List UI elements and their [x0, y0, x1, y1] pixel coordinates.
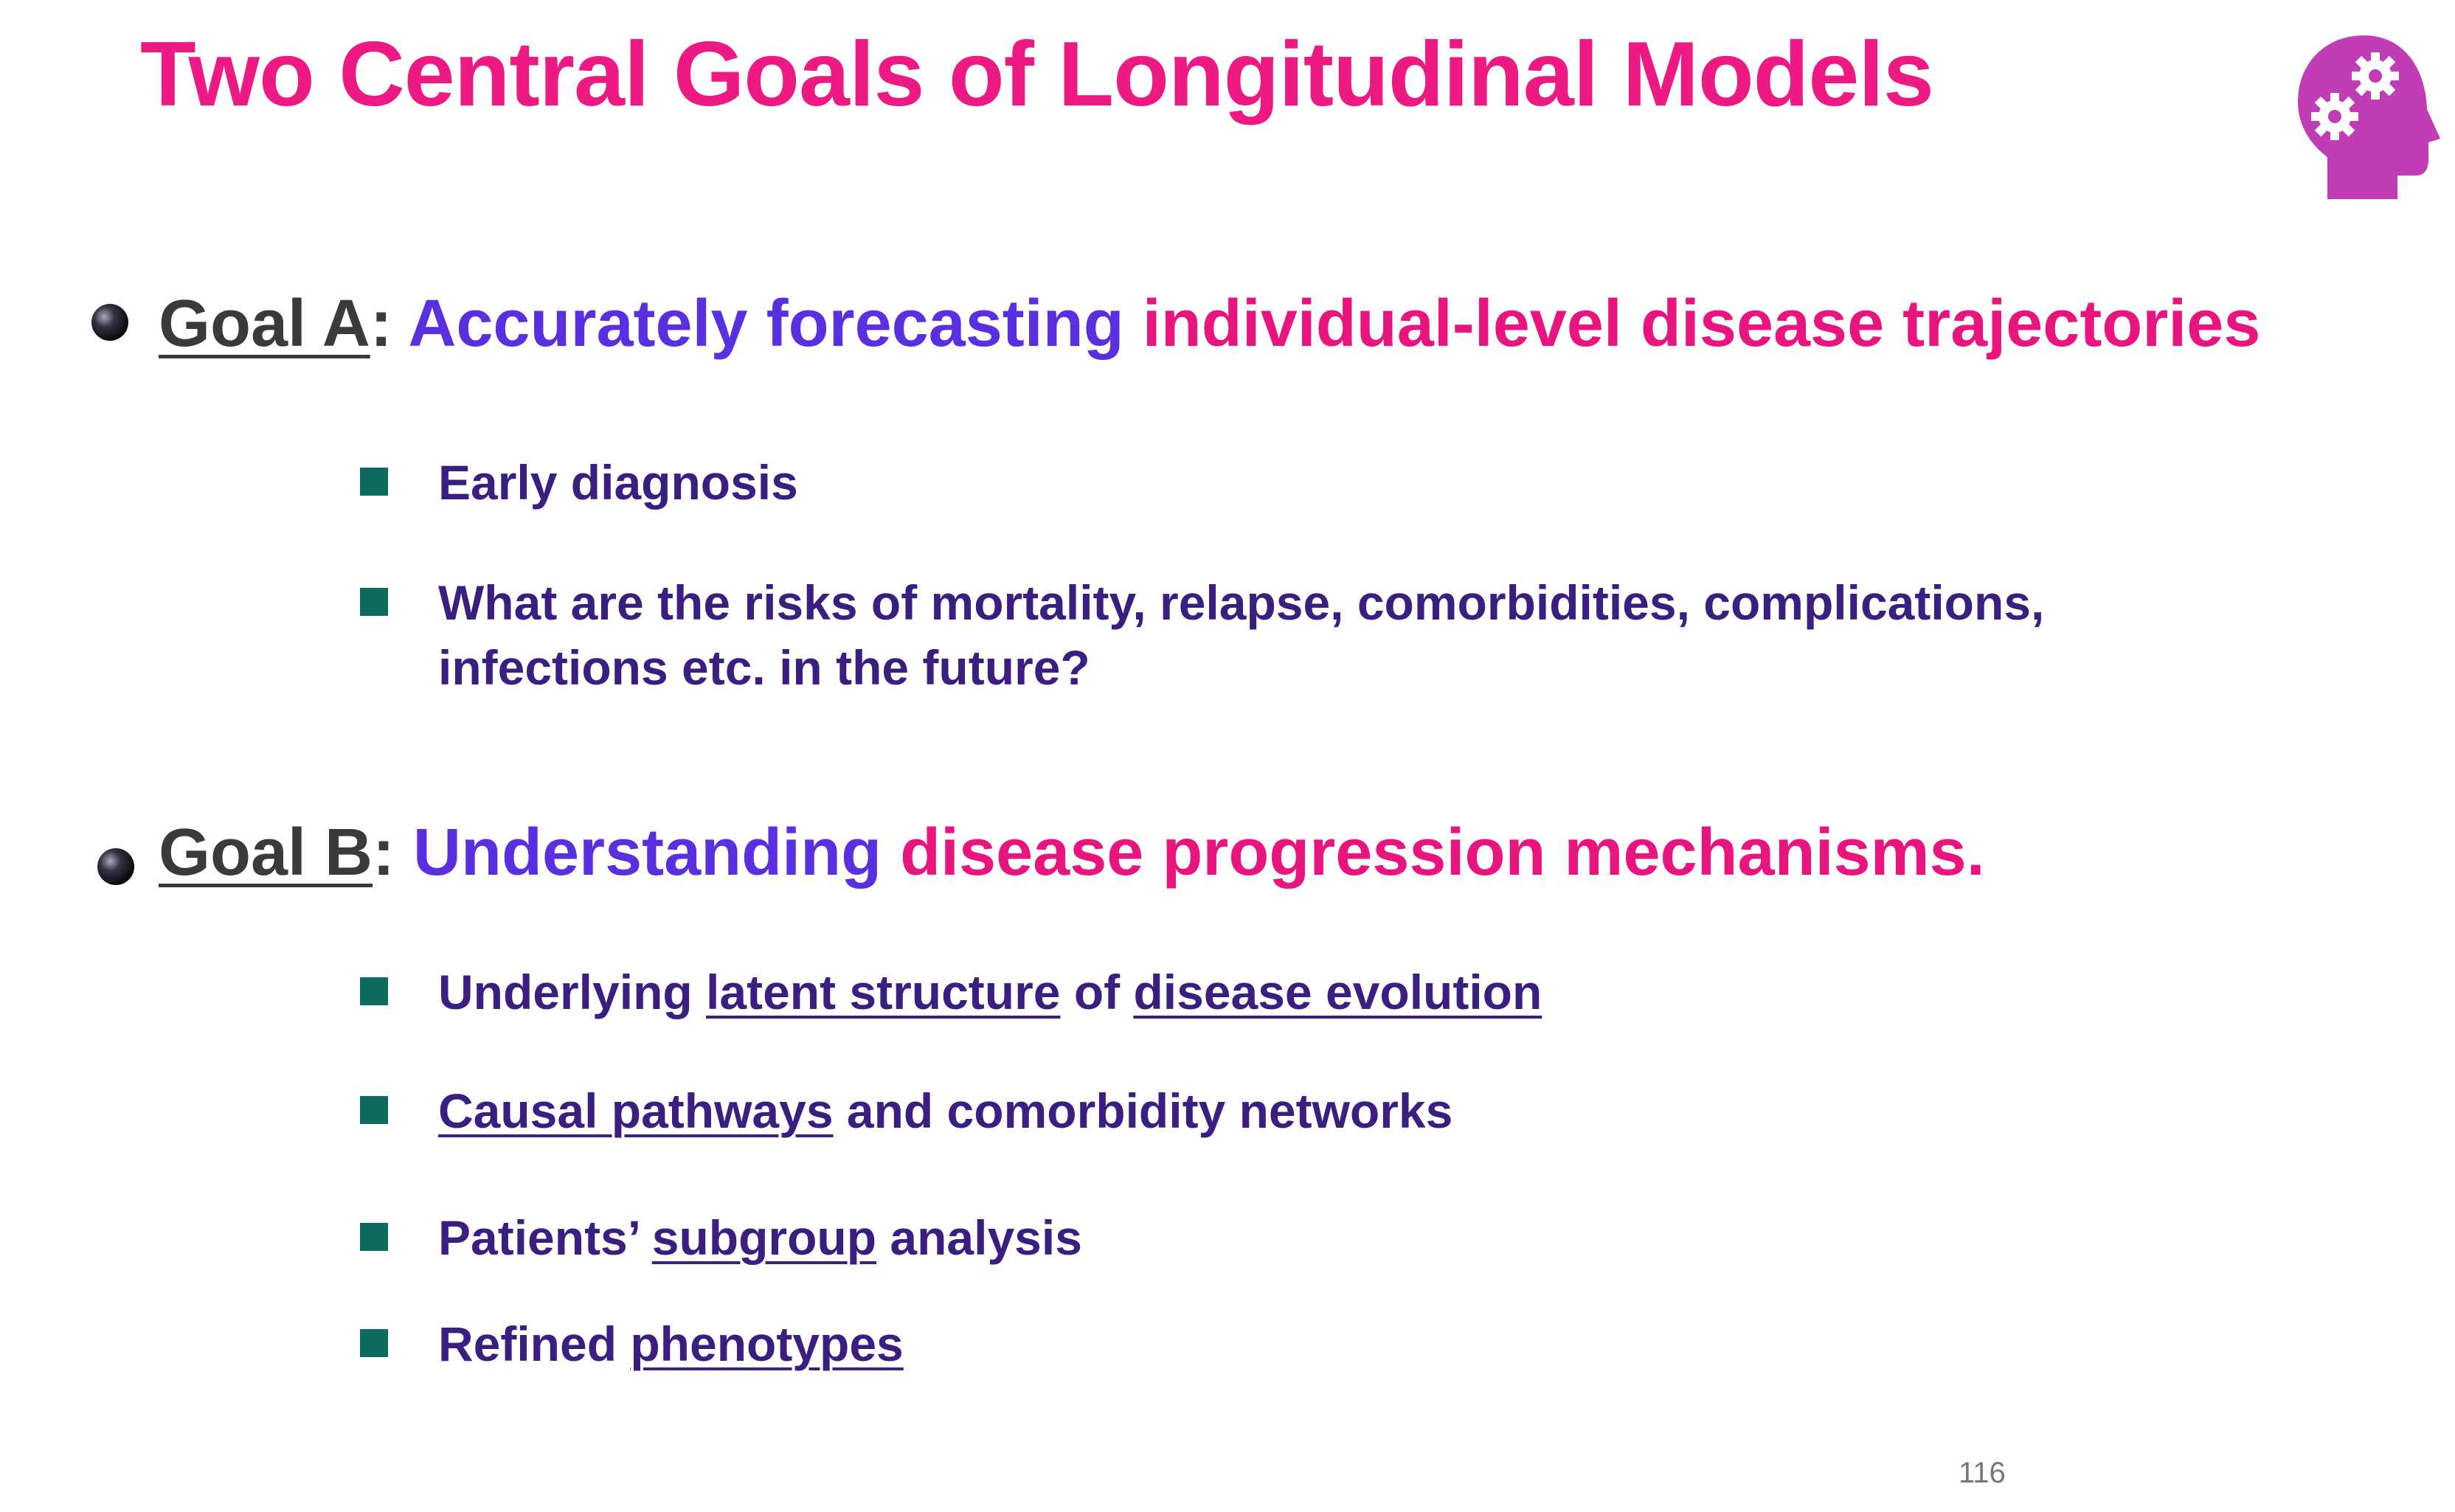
- underlined-term: subgroup: [651, 1210, 877, 1265]
- underlined-term: Causal pathways: [438, 1083, 834, 1138]
- underlined-term: phenotypes: [630, 1317, 904, 1371]
- goal-focus: individual-level disease trajectories: [1142, 287, 2261, 361]
- underlined-term: latent structure: [706, 965, 1061, 1019]
- goal-heading: Goal B: Understanding disease progressio…: [159, 815, 1985, 891]
- bullet-square: [360, 1096, 388, 1124]
- bullet-square: [360, 588, 388, 616]
- page-number: 116: [1959, 1457, 2006, 1489]
- slide-title: Two Central Goals of Longitudinal Models: [140, 24, 1934, 125]
- underlined-term: disease evolution: [1133, 965, 1542, 1019]
- goal-label: Goal A: [159, 287, 370, 361]
- goal-label: Goal B: [159, 816, 373, 889]
- goal-lead: Understanding: [413, 816, 882, 889]
- item-text: and comorbidity networks: [833, 1083, 1453, 1138]
- goal-colon: :: [370, 287, 392, 361]
- item-text: What are the risks of mortality, relapse…: [438, 575, 2058, 695]
- bullet-square: [360, 1329, 388, 1357]
- bullet-item: What are the risks of mortality, relapse…: [438, 570, 2253, 700]
- bullet-item: Refined phenotypes: [438, 1311, 2253, 1376]
- goal-colon: :: [373, 816, 395, 889]
- bullet-item: Underlying latent structure of disease e…: [438, 960, 2253, 1024]
- bullet-item: Early diagnosis: [438, 450, 2253, 515]
- bullet-sphere: [97, 848, 134, 885]
- item-text: Early diagnosis: [438, 455, 798, 510]
- bullet-square: [360, 1223, 388, 1251]
- bullet-item: Causal pathways and comorbidity networks: [438, 1078, 2253, 1143]
- bullet-sphere: [91, 304, 128, 341]
- goal-lead: Accurately forecasting: [408, 287, 1124, 361]
- bullet-square: [360, 977, 388, 1005]
- item-text: analysis: [876, 1210, 1082, 1265]
- head-gears-icon: [2298, 35, 2440, 199]
- item-text: of: [1060, 965, 1134, 1019]
- goal-focus: disease progression mechanisms.: [900, 816, 1985, 889]
- goal-heading: Goal A: Accurately forecasting individua…: [159, 286, 2260, 362]
- bullet-item: Patients’ subgroup analysis: [438, 1205, 2253, 1270]
- bullet-square: [360, 468, 388, 496]
- item-text: Underlying: [438, 965, 707, 1019]
- item-text: Refined: [438, 1317, 631, 1371]
- item-text: Patients’: [438, 1210, 652, 1265]
